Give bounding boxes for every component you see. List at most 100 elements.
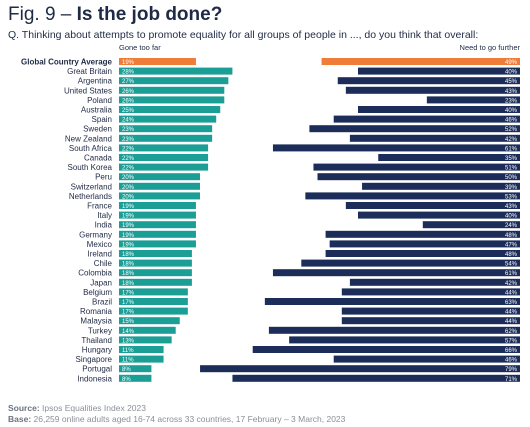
- category-label: New Zealand: [65, 134, 112, 143]
- bar-go-further: [325, 250, 520, 257]
- value-label-gone-too-far: 20%: [122, 185, 135, 191]
- bar-gone-too-far: [119, 278, 192, 286]
- value-label-gone-too-far: 8%: [122, 367, 131, 373]
- bar-go-further: [341, 317, 520, 325]
- bar-gone-too-far: [119, 106, 221, 113]
- value-label-go-further: 46%: [505, 118, 518, 124]
- category-label: Portugal: [82, 365, 112, 374]
- bar-gone-too-far: [119, 173, 200, 181]
- value-label-gone-too-far: 18%: [122, 262, 135, 268]
- category-label: Singapore: [76, 355, 113, 364]
- value-label-go-further: 47%: [505, 242, 518, 248]
- figure-title: Fig. 9 – Is the job done?: [8, 4, 222, 26]
- bar-go-further: [378, 154, 520, 161]
- bar-gone-too-far: [119, 355, 164, 363]
- value-label-go-further: 71%: [505, 377, 518, 383]
- diverging-bar-chart: Gone too far Need to go further Global Cou…: [21, 43, 521, 383]
- bar-go-further: [272, 144, 520, 152]
- value-label-go-further: 40%: [505, 108, 518, 114]
- bar-gone-too-far: [119, 86, 225, 94]
- value-label-go-further: 24%: [505, 223, 518, 229]
- value-label-go-further: 48%: [505, 252, 518, 258]
- bar-go-further: [301, 259, 520, 267]
- value-label-gone-too-far: 18%: [122, 281, 135, 287]
- bar-go-further: [232, 374, 520, 382]
- value-label-gone-too-far: 8%: [122, 377, 131, 383]
- bar-go-further: [345, 86, 520, 94]
- value-label-gone-too-far: 11%: [122, 348, 134, 354]
- category-label: Mexico: [87, 240, 113, 249]
- category-label: Japan: [90, 278, 112, 287]
- category-label: Switzerland: [71, 182, 112, 191]
- bar-go-further: [349, 278, 520, 286]
- value-label-go-further: 44%: [505, 310, 518, 316]
- bar-go-further: [358, 67, 520, 75]
- bar-gone-too-far: [119, 154, 209, 161]
- bar-go-further: [349, 134, 520, 142]
- value-label-gone-too-far: 17%: [122, 290, 135, 296]
- bar-go-further: [305, 192, 520, 200]
- bar-gone-too-far: [119, 202, 196, 209]
- value-label-go-further: 45%: [505, 79, 518, 85]
- value-label-go-further: 44%: [505, 319, 518, 325]
- value-label-go-further: 54%: [505, 262, 518, 268]
- value-label-gone-too-far: 22%: [122, 156, 135, 162]
- bar-go-further: [264, 298, 520, 305]
- category-label: Indonesia: [77, 374, 112, 383]
- value-label-gone-too-far: 24%: [122, 118, 135, 124]
- value-label-gone-too-far: 11%: [122, 358, 134, 364]
- value-label-go-further: 79%: [505, 367, 518, 373]
- bar-gone-too-far: [119, 144, 209, 152]
- value-label-go-further: 43%: [505, 89, 518, 95]
- bar-go-further: [289, 336, 520, 344]
- value-label-gone-too-far: 13%: [122, 338, 135, 344]
- bar-gone-too-far: [119, 269, 192, 277]
- value-label-go-further: 44%: [505, 290, 518, 296]
- base-label: Base:: [8, 414, 32, 424]
- bar-go-further: [362, 182, 520, 190]
- bar-gone-too-far: [119, 58, 196, 65]
- value-label-go-further: 63%: [505, 300, 518, 306]
- category-label: Colombia: [78, 269, 112, 278]
- bar-go-further: [337, 77, 520, 85]
- value-label-gone-too-far: 19%: [122, 204, 135, 210]
- category-label: Netherlands: [69, 192, 112, 201]
- bar-gone-too-far: [119, 259, 192, 267]
- value-label-gone-too-far: 18%: [122, 271, 135, 277]
- category-label: Poland: [87, 96, 112, 105]
- bar-gone-too-far: [119, 346, 164, 353]
- source-text: Ipsos Equalities Index 2023: [39, 403, 146, 413]
- value-label-gone-too-far: 19%: [122, 242, 135, 248]
- value-label-go-further: 62%: [505, 329, 518, 335]
- category-label: Romania: [80, 307, 113, 316]
- bar-go-further: [325, 230, 520, 238]
- value-label-go-further: 39%: [505, 185, 518, 191]
- value-label-gone-too-far: 22%: [122, 166, 135, 172]
- category-label: United States: [64, 86, 112, 95]
- category-label: Peru: [95, 173, 112, 182]
- value-label-go-further: 52%: [505, 127, 518, 133]
- value-label-go-further: 61%: [505, 146, 518, 152]
- figure-label: Fig. 9 –: [8, 4, 77, 25]
- bar-go-further: [200, 365, 521, 373]
- value-label-go-further: 43%: [505, 204, 518, 210]
- bar-go-further: [341, 288, 520, 296]
- bar-gone-too-far: [119, 326, 176, 334]
- value-label-gone-too-far: 27%: [122, 79, 135, 85]
- bar-go-further: [333, 115, 520, 123]
- value-label-go-further: 46%: [505, 358, 518, 364]
- bar-go-further: [329, 240, 520, 248]
- category-label: Malaysia: [80, 317, 112, 326]
- value-label-go-further: 42%: [505, 137, 518, 143]
- bar-gone-too-far: [119, 307, 188, 315]
- value-label-gone-too-far: 23%: [122, 137, 135, 143]
- bar-go-further: [358, 211, 520, 219]
- bar-gone-too-far: [119, 374, 152, 382]
- category-label: South Africa: [69, 144, 113, 153]
- value-label-go-further: 53%: [505, 194, 518, 200]
- bar-gone-too-far: [119, 67, 233, 75]
- bar-go-further: [309, 125, 520, 133]
- bar-gone-too-far: [119, 134, 213, 142]
- category-label: Argentina: [78, 77, 113, 86]
